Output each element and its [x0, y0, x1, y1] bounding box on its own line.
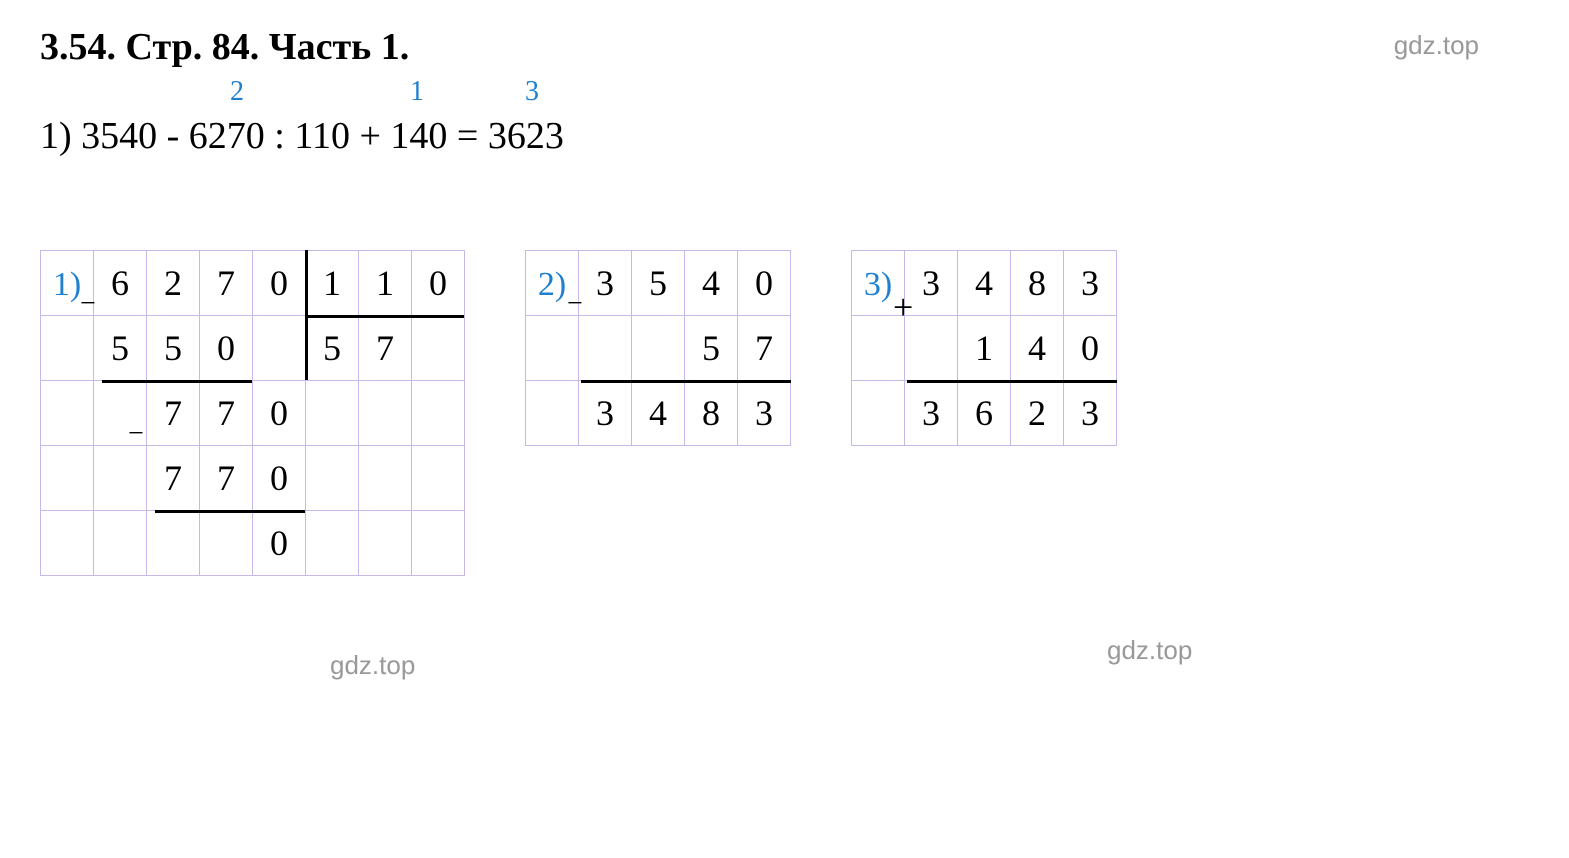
minus-icon: −: [128, 418, 144, 450]
order-mark-3: 3: [525, 76, 539, 108]
equation-block: 2 1 3 1) 3540 - 6270 : 110 + 140 = 3623: [40, 114, 1529, 158]
subtraction-line: [155, 510, 305, 513]
digit-cell: 8: [1011, 251, 1064, 316]
digit-cell: 1: [958, 316, 1011, 381]
digit-cell: 4: [632, 381, 685, 446]
subtraction-grid: 2) 3 5 4 0 5 7 3 4 8 3: [525, 250, 791, 446]
division-grid: 1) 6 2 7 0 1 1 0 5 5 0 5 7: [40, 250, 465, 576]
digit-cell: 2: [147, 251, 200, 316]
addition-grid: 3) 3 4 8 3 1 4 0 3 6 2 3: [851, 250, 1117, 446]
digit-cell: 1: [306, 251, 359, 316]
digit-cell: 7: [200, 381, 253, 446]
subtraction-line: [102, 380, 252, 383]
digit-cell: 0: [200, 316, 253, 381]
digit-cell: 3: [579, 251, 632, 316]
digit-cell: 6: [958, 381, 1011, 446]
digit-cell: 0: [253, 251, 306, 316]
watermark: gdz.top: [1107, 635, 1192, 666]
digit-cell: 5: [306, 316, 359, 381]
equation-text: 1) 3540 - 6270 : 110 + 140 = 3623: [40, 114, 1529, 158]
minus-icon: −: [567, 288, 583, 320]
digit-cell: 6: [94, 251, 147, 316]
digit-cell: 0: [253, 381, 306, 446]
division-hline: [305, 315, 464, 318]
page-header: 3.54. Стр. 84. Часть 1.: [40, 25, 1529, 69]
digit-cell: 0: [738, 251, 791, 316]
calc-addition: gdz.top 3) 3 4 8 3 1 4 0 3 6 2 3: [851, 250, 1117, 446]
digit-cell: 0: [253, 511, 306, 576]
digit-cell: 3: [905, 381, 958, 446]
digit-cell: 7: [738, 316, 791, 381]
digit-cell: 3: [1064, 381, 1117, 446]
minus-icon: −: [80, 288, 96, 320]
calc-division: gdz.top 1) 6 2 7 0 1 1 0 5 5 0 5 7: [40, 250, 465, 576]
digit-cell: 1: [359, 251, 412, 316]
digit-cell: 5: [685, 316, 738, 381]
plus-icon: +: [893, 286, 913, 328]
order-mark-1: 1: [410, 76, 424, 108]
digit-cell: 0: [412, 251, 465, 316]
digit-cell: 4: [685, 251, 738, 316]
digit-cell: 5: [94, 316, 147, 381]
digit-cell: 7: [147, 381, 200, 446]
watermark: gdz.top: [1394, 30, 1479, 61]
digit-cell: 5: [147, 316, 200, 381]
result-line: [907, 380, 1117, 383]
digit-cell: 3: [579, 381, 632, 446]
digit-cell: 0: [1064, 316, 1117, 381]
digit-cell: 0: [253, 446, 306, 511]
calc-subtraction: gdz.top 2) 3 5 4 0 5 7 3 4 8 3: [525, 250, 791, 446]
order-mark-2: 2: [230, 76, 244, 108]
digit-cell: 5: [632, 251, 685, 316]
digit-cell: 3: [1064, 251, 1117, 316]
watermark: gdz.top: [330, 650, 415, 681]
digit-cell: 8: [685, 381, 738, 446]
digit-cell: 2: [1011, 381, 1064, 446]
digit-cell: 7: [200, 251, 253, 316]
calc-label-1: 1): [53, 266, 81, 303]
digit-cell: 3: [738, 381, 791, 446]
digit-cell: 7: [147, 446, 200, 511]
result-line: [581, 380, 791, 383]
calc-label-2: 2): [538, 266, 566, 303]
digit-cell: 7: [200, 446, 253, 511]
calculations-row: gdz.top 1) 6 2 7 0 1 1 0 5 5 0 5 7: [40, 250, 1529, 576]
digit-cell: 7: [359, 316, 412, 381]
calc-label-3: 3): [864, 266, 892, 303]
digit-cell: 4: [958, 251, 1011, 316]
digit-cell: 4: [1011, 316, 1064, 381]
